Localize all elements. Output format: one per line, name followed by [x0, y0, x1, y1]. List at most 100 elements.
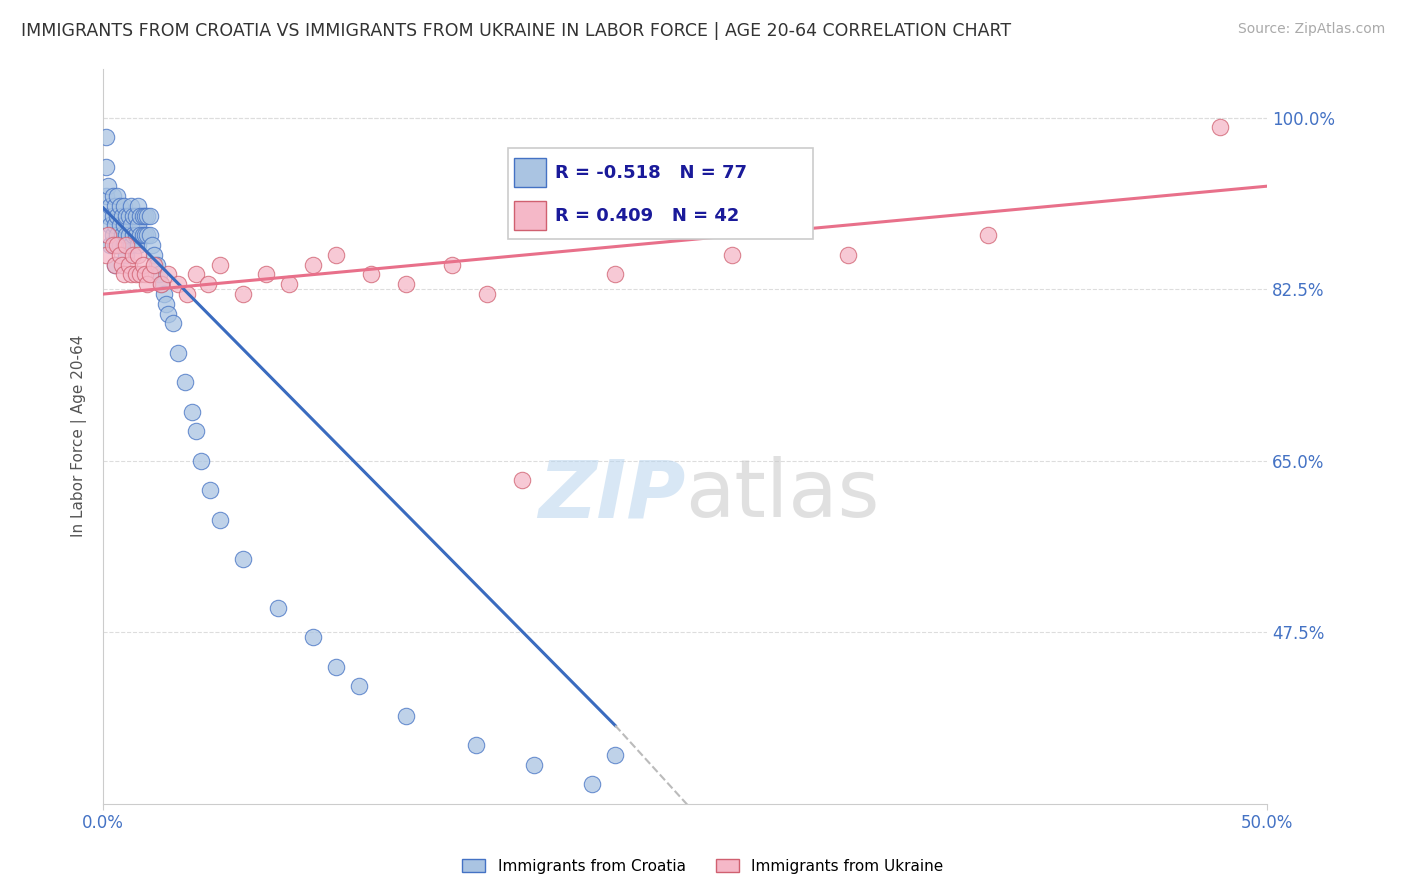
Point	[105, 228, 128, 243]
Point	[837, 248, 859, 262]
Point	[1209, 120, 1232, 135]
Point	[145, 258, 167, 272]
Point	[97, 179, 120, 194]
Point	[441, 258, 464, 272]
Text: Source: ZipAtlas.com: Source: ZipAtlas.com	[1237, 22, 1385, 37]
Point	[166, 277, 188, 292]
Point	[136, 228, 159, 243]
Point	[523, 757, 546, 772]
Point	[132, 209, 155, 223]
Point	[122, 209, 145, 223]
Point	[94, 248, 117, 262]
Point	[148, 268, 170, 282]
Point	[325, 659, 347, 673]
Point	[325, 248, 347, 262]
Point	[118, 258, 141, 272]
Point	[120, 199, 142, 213]
Point	[395, 708, 418, 723]
Point	[108, 199, 131, 213]
Point	[278, 277, 301, 292]
Point	[134, 209, 156, 223]
Point	[186, 268, 208, 282]
Point	[129, 228, 152, 243]
Point	[111, 209, 134, 223]
Point	[136, 277, 159, 292]
Point	[111, 228, 134, 243]
Point	[267, 600, 290, 615]
Point	[112, 268, 135, 282]
Point	[132, 258, 155, 272]
Point	[127, 238, 149, 252]
Point	[108, 219, 131, 233]
Point	[94, 160, 117, 174]
Point	[105, 238, 128, 252]
Point	[94, 189, 117, 203]
Point	[477, 287, 499, 301]
Point	[112, 238, 135, 252]
Point	[104, 199, 127, 213]
Point	[155, 297, 177, 311]
Point	[127, 199, 149, 213]
Point	[94, 130, 117, 145]
Point	[143, 258, 166, 272]
Text: atlas: atlas	[685, 456, 879, 534]
Point	[112, 219, 135, 233]
Point	[120, 238, 142, 252]
Point	[176, 287, 198, 301]
Point	[152, 287, 174, 301]
Point	[101, 228, 124, 243]
Point	[301, 258, 323, 272]
Point	[108, 248, 131, 262]
Point	[581, 777, 603, 791]
Point	[120, 219, 142, 233]
Point	[115, 209, 138, 223]
Point	[105, 189, 128, 203]
Point	[125, 228, 148, 243]
Text: IMMIGRANTS FROM CROATIA VS IMMIGRANTS FROM UKRAINE IN LABOR FORCE | AGE 20-64 CO: IMMIGRANTS FROM CROATIA VS IMMIGRANTS FR…	[21, 22, 1011, 40]
Point	[136, 209, 159, 223]
Legend: Immigrants from Croatia, Immigrants from Ukraine: Immigrants from Croatia, Immigrants from…	[457, 853, 949, 880]
Point	[104, 258, 127, 272]
Point	[157, 307, 180, 321]
Point	[150, 277, 173, 292]
Point	[101, 209, 124, 223]
Point	[464, 738, 486, 752]
Point	[232, 551, 254, 566]
Point	[118, 228, 141, 243]
Point	[360, 268, 382, 282]
Point	[134, 268, 156, 282]
Point	[111, 258, 134, 272]
Point	[141, 238, 163, 252]
Point	[108, 238, 131, 252]
Point	[197, 277, 219, 292]
Point	[143, 248, 166, 262]
Point	[115, 248, 138, 262]
Point	[101, 238, 124, 252]
Point	[208, 258, 231, 272]
Point	[605, 268, 627, 282]
Point	[134, 228, 156, 243]
Point	[301, 630, 323, 644]
Point	[173, 376, 195, 390]
Text: ZIP: ZIP	[537, 456, 685, 534]
Point	[127, 248, 149, 262]
Point	[166, 346, 188, 360]
Point	[104, 219, 127, 233]
Point	[98, 238, 121, 252]
Point	[118, 209, 141, 223]
Point	[129, 268, 152, 282]
Point	[190, 454, 212, 468]
Point	[186, 425, 208, 439]
Point	[132, 228, 155, 243]
Point	[157, 268, 180, 282]
Point	[98, 219, 121, 233]
Point	[129, 209, 152, 223]
Point	[510, 474, 533, 488]
Point	[120, 268, 142, 282]
Point	[97, 228, 120, 243]
Point	[115, 238, 138, 252]
Point	[125, 268, 148, 282]
Point	[139, 268, 162, 282]
Point	[232, 287, 254, 301]
Point	[98, 199, 121, 213]
